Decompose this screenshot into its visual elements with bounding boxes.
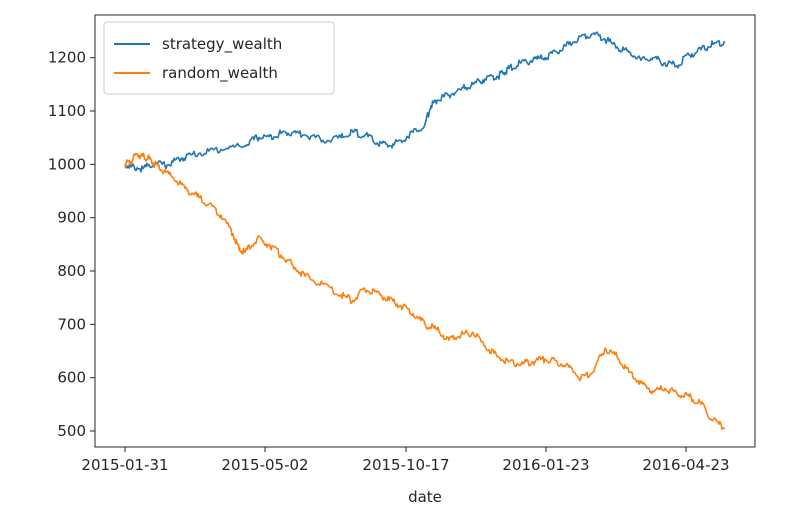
legend-box — [103, 21, 335, 95]
series-layer — [124, 31, 726, 431]
x-tick-label: 2016-01-23 — [502, 456, 589, 474]
x-tick-label: 2015-10-17 — [362, 456, 449, 474]
y-tick-label: 1200 — [48, 49, 86, 67]
legend: strategy_wealth random_wealth — [103, 21, 335, 95]
plot-frame — [94, 14, 756, 448]
legend-label-random-wealth: random_wealth — [162, 64, 278, 83]
y-tick-label: 800 — [57, 262, 86, 280]
x-axis-label: date — [408, 488, 442, 506]
y-axis: 500 600 700 800 900 1000 1100 1200 — [48, 49, 95, 440]
y-tick-label: 900 — [57, 209, 86, 227]
y-tick-label: 600 — [57, 369, 86, 387]
y-tick-label: 700 — [57, 315, 86, 333]
y-tick-label: 1000 — [48, 155, 86, 173]
x-tick-label: 2016-04-23 — [642, 456, 729, 474]
y-tick-label: 1100 — [48, 102, 86, 120]
series-line-random-wealth — [124, 152, 725, 431]
legend-label-strategy-wealth: strategy_wealth — [162, 35, 282, 54]
y-tick-label: 500 — [57, 422, 86, 440]
x-tick-label: 2015-05-02 — [221, 456, 308, 474]
series-line-strategy-wealth — [124, 31, 726, 173]
x-tick-label: 2015-01-31 — [81, 456, 168, 474]
x-axis: 2015-01-31 2015-05-02 2015-10-17 2016-01-23… — [81, 447, 730, 474]
